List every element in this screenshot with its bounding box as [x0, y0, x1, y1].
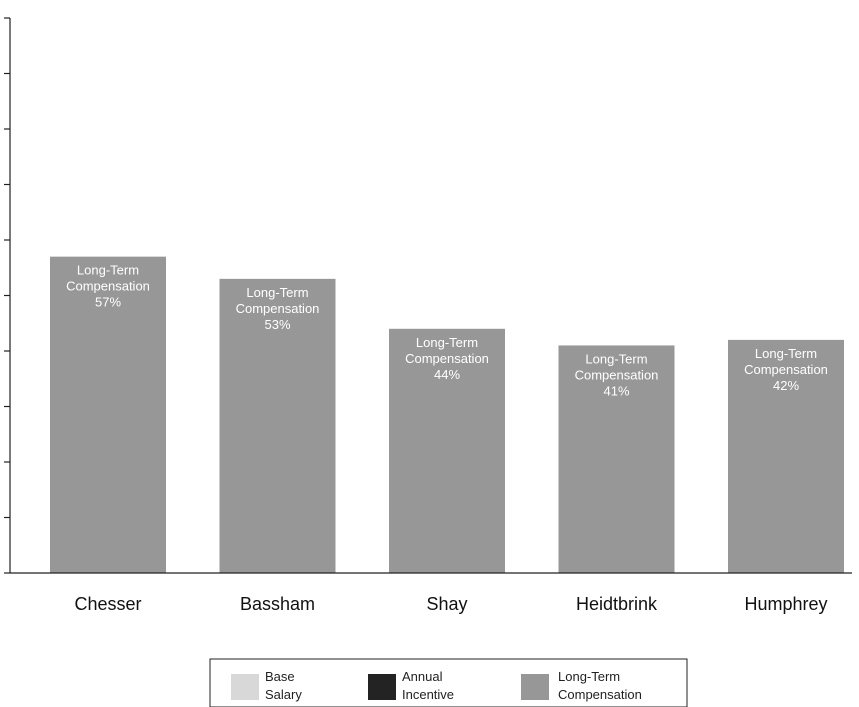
category-label-heidtbrink: Heidtbrink: [576, 594, 658, 614]
legend-label-annual-incentive: Annual Incentive: [402, 669, 454, 702]
legend-box: [209, 658, 688, 707]
bar-segment-long-term-compensation-chesser: [50, 256, 166, 573]
legend-label-base-salary: Base Salary: [265, 669, 302, 702]
bar-segment-long-term-compensation-humphrey: [728, 339, 844, 573]
data-label-long-term-compensation-chesser: Long-Term Compensation 57%: [66, 263, 150, 310]
data-label-long-term-compensation-bassham: Long-Term Compensation 53%: [236, 285, 320, 332]
bar-segment-long-term-compensation-heidtbrink: [558, 345, 675, 573]
y-axis: [4, 17, 852, 574]
data-label-long-term-compensation-shay: Long-Term Compensation 44%: [405, 335, 489, 382]
bar-segment-long-term-compensation-bassham: [219, 278, 336, 573]
category-label-bassham: Bassham: [240, 594, 315, 614]
legend-label-long-term-compensation: Long-Term Compensation: [558, 669, 642, 702]
legend-swatch-long-term-compensation: [521, 674, 549, 700]
legend-swatch-base-salary: [231, 674, 259, 700]
category-label-shay: Shay: [426, 594, 467, 614]
bars-layer: Base Salary24%AnnualIncentive19%Long-Ter…: [50, 256, 844, 573]
bar-segment-long-term-compensation-shay: [389, 328, 505, 573]
legend: Base Salary Annual Incentive Long-Term Compen…: [209, 658, 688, 707]
data-label-long-term-compensation-heidtbrink: Long-Term Compensation 41%: [575, 351, 659, 398]
data-label-long-term-compensation-humphrey: Long-Term Compensation 42%: [744, 346, 828, 393]
legend-swatch-annual-incentive: [368, 674, 396, 700]
category-label-humphrey: Humphrey: [744, 594, 827, 614]
category-labels: Chesser Bassham Shay Heidtbrink Humphrey: [74, 594, 827, 614]
category-label-chesser: Chesser: [74, 594, 141, 614]
